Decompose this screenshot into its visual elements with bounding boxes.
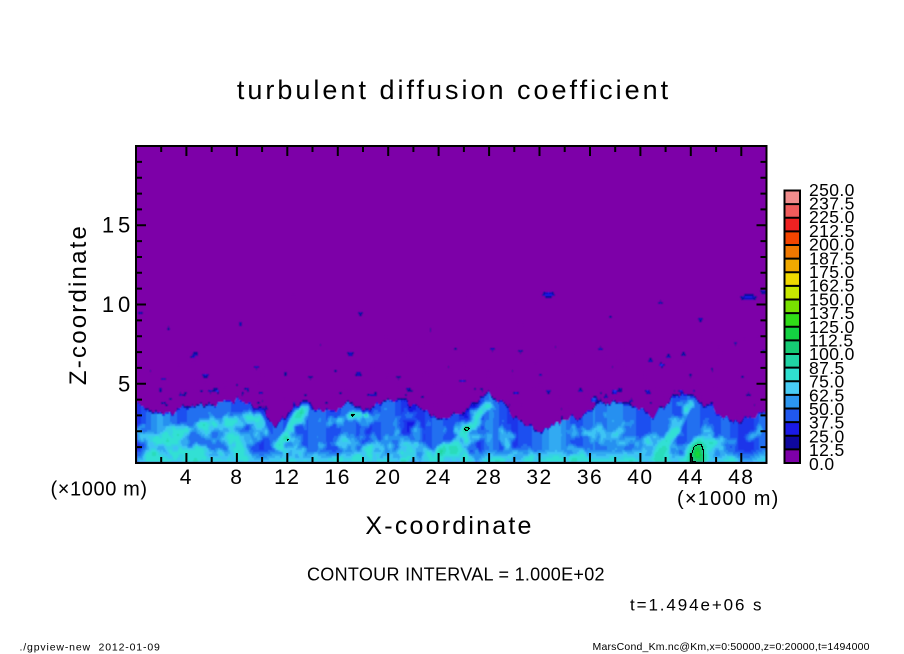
svg-text:./gpview-new 2012-01-09: ./gpview-new 2012-01-09 xyxy=(20,642,161,654)
svg-text:4: 4 xyxy=(180,466,193,489)
svg-text:CONTOUR INTERVAL = 1.000E+02: CONTOUR INTERVAL = 1.000E+02 xyxy=(307,565,605,585)
svg-text:12.5: 12.5 xyxy=(809,440,845,460)
svg-text:t=1.494e+06 s: t=1.494e+06 s xyxy=(630,596,763,615)
svg-text:25.0: 25.0 xyxy=(809,426,845,446)
svg-text:75.0: 75.0 xyxy=(809,372,845,392)
svg-text:40: 40 xyxy=(627,466,653,489)
svg-text:X-coordinate: X-coordinate xyxy=(365,512,533,540)
svg-text:24: 24 xyxy=(425,466,451,489)
svg-text:15: 15 xyxy=(102,213,134,238)
svg-text:212.5: 212.5 xyxy=(809,221,855,241)
svg-text:50.0: 50.0 xyxy=(809,399,845,419)
svg-text:(×1000 m): (×1000 m) xyxy=(677,488,780,510)
svg-text:5: 5 xyxy=(118,371,134,396)
svg-text:237.5: 237.5 xyxy=(809,194,855,214)
svg-text:137.5: 137.5 xyxy=(809,303,855,323)
svg-text:48: 48 xyxy=(728,466,754,489)
svg-text:10: 10 xyxy=(102,292,134,317)
svg-text:187.5: 187.5 xyxy=(809,248,855,268)
svg-text:20: 20 xyxy=(375,466,401,489)
svg-text:(×1000 m): (×1000 m) xyxy=(51,479,148,501)
svg-text:62.5: 62.5 xyxy=(809,385,845,405)
svg-text:175.0: 175.0 xyxy=(809,262,855,282)
svg-text:16: 16 xyxy=(325,466,351,489)
svg-text:37.5: 37.5 xyxy=(809,413,845,433)
svg-text:87.5: 87.5 xyxy=(809,358,845,378)
svg-text:turbulent diffusion coefficien: turbulent diffusion coefficient xyxy=(237,75,671,105)
svg-text:225.0: 225.0 xyxy=(809,207,855,227)
svg-text:32: 32 xyxy=(526,466,552,489)
svg-text:12: 12 xyxy=(274,466,300,489)
svg-text:112.5: 112.5 xyxy=(809,331,854,351)
svg-text:Z-coordinate: Z-coordinate xyxy=(65,224,92,385)
svg-text:0.0: 0.0 xyxy=(809,454,835,474)
svg-text:250.0: 250.0 xyxy=(809,180,855,200)
svg-text:100.0: 100.0 xyxy=(809,344,855,364)
svg-text:44: 44 xyxy=(678,466,704,489)
svg-text:28: 28 xyxy=(476,466,502,489)
svg-text:200.0: 200.0 xyxy=(809,235,855,255)
svg-text:36: 36 xyxy=(577,466,603,489)
svg-text:MarsCond_Km.nc@Km,x=0:50000,z=: MarsCond_Km.nc@Km,x=0:50000,z=0:20000,t=… xyxy=(593,641,870,653)
svg-text:150.0: 150.0 xyxy=(809,289,855,309)
svg-text:125.0: 125.0 xyxy=(809,317,855,337)
svg-text:8: 8 xyxy=(230,466,243,489)
svg-text:162.5: 162.5 xyxy=(809,276,855,296)
